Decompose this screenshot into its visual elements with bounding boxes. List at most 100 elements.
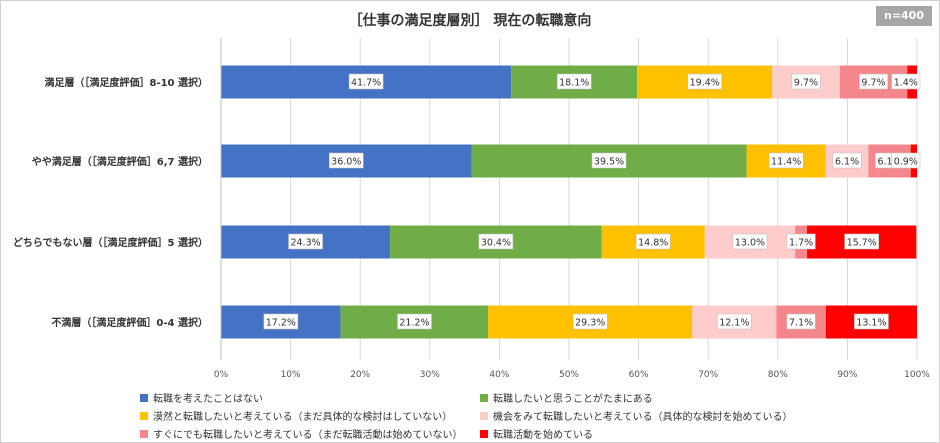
legend-label: 転職を考えたことはない	[153, 394, 263, 405]
legend-swatch	[480, 411, 488, 420]
legend-swatch	[140, 411, 148, 420]
x-tick-label: 30%	[420, 370, 440, 380]
category-label: 不満層（［満足度評価］0-4 選択）	[51, 316, 208, 329]
data-label: 19.4%	[687, 73, 723, 90]
data-label-text: 6.1%	[835, 157, 859, 168]
data-label-text: 15.7%	[847, 238, 877, 249]
data-label-box	[786, 233, 816, 250]
legend-item: 機会をみて転職したいと考えている（具体的な検討を始めている）	[480, 408, 820, 423]
data-label: 29.3%	[572, 313, 608, 330]
data-label: 1.7%	[786, 233, 816, 250]
data-label: 13.1%	[854, 313, 889, 330]
data-label-text: 1.7%	[789, 238, 813, 249]
data-label: 12.1%	[716, 313, 752, 330]
data-label: 18.1%	[556, 73, 592, 90]
data-label-text: 21.2%	[399, 318, 429, 329]
legend-swatch	[140, 393, 148, 402]
data-label-box	[858, 73, 888, 90]
data-label: 9.7%	[858, 73, 888, 90]
data-label-text: 9.7%	[861, 78, 885, 89]
data-label: 14.8%	[635, 233, 671, 250]
data-label: 30.4%	[478, 233, 514, 250]
data-label-box	[891, 152, 921, 169]
data-label: 41.7%	[348, 73, 384, 90]
legend-item: すぐにでも転職したいと考えている（まだ転職活動は始めていない）	[140, 426, 480, 441]
data-label-text: 13.0%	[735, 238, 765, 249]
x-tick-label: 100%	[904, 370, 930, 380]
data-label: 11.4%	[768, 152, 804, 169]
data-label-text: 9.7%	[794, 78, 818, 89]
data-label-box	[397, 313, 432, 330]
data-label-text: 1.4%	[894, 78, 918, 89]
data-label-text: 41.7%	[351, 78, 381, 89]
category-label: やや満足層（［満足度評価］6,7 選択）	[32, 155, 208, 168]
x-tick-label: 0%	[214, 370, 229, 380]
x-tick-label: 20%	[350, 370, 370, 380]
data-label-text: 13.1%	[856, 318, 886, 329]
x-tick-label: 10%	[281, 370, 301, 380]
data-label-text: 36.0%	[331, 157, 361, 168]
data-label-text: 18.1%	[559, 78, 589, 89]
data-label-text: 12.1%	[719, 318, 749, 329]
data-label-text: 17.2%	[266, 318, 296, 329]
data-label-text: 30.4%	[481, 238, 511, 249]
data-label-box	[572, 313, 608, 330]
data-label-box	[768, 152, 804, 169]
data-label-text: 11.4%	[771, 157, 801, 168]
chart-legend: 転職を考えたことはない 転職したいと思うことがたまにある漠然と転職したいと考えてい…	[140, 390, 820, 441]
data-label-text: 6.1%	[877, 157, 901, 168]
data-label-box	[687, 73, 723, 90]
x-tick-label: 40%	[489, 370, 509, 380]
data-label-box	[478, 233, 514, 250]
data-label-box	[891, 73, 921, 90]
category-label: 満足層（［満足度評価］8-10 選択）	[44, 76, 208, 89]
data-label-text: 29.3%	[575, 318, 605, 329]
data-label-text: 0.9%	[894, 157, 918, 168]
legend-swatch	[140, 429, 148, 438]
data-label-box	[832, 152, 862, 169]
data-label-text: 7.1%	[789, 318, 813, 329]
data-label: 39.5%	[591, 152, 627, 169]
data-label: 1.4%	[891, 73, 921, 90]
data-label-box	[716, 313, 752, 330]
chart-title: ［仕事の満足度層別］ 現在の転職意向	[348, 13, 592, 29]
data-label: 21.2%	[397, 313, 432, 330]
data-label: 13.0%	[732, 233, 768, 250]
data-label-box	[263, 313, 299, 330]
data-label: 24.3%	[288, 233, 323, 250]
data-label: 17.2%	[263, 313, 299, 330]
data-label: 7.1%	[786, 313, 816, 330]
legend-label: 転職したいと思うことがたまにある	[493, 394, 653, 405]
legend-item: 転職を考えたことはない	[140, 390, 480, 405]
legend-label: すぐにでも転職したいと考えている（まだ転職活動は始めていない）	[153, 430, 463, 441]
legend-label: 転職活動を始めている	[493, 430, 593, 441]
data-label-box	[556, 73, 592, 90]
data-label-box	[786, 313, 816, 330]
legend-swatch	[480, 393, 488, 402]
legend-item: 漠然と転職したいと考えている（まだ具体的な検討はしていない）	[140, 408, 480, 423]
data-label-box	[635, 233, 671, 250]
data-label: 0.9%	[891, 152, 921, 169]
x-tick-label: 90%	[837, 370, 857, 380]
x-tick-label: 60%	[629, 370, 649, 380]
x-tick-label: 80%	[768, 370, 788, 380]
data-label-box	[348, 73, 384, 90]
data-label-box	[791, 73, 821, 90]
legend-item: 転職したいと思うことがたまにある	[480, 390, 820, 405]
data-label-text: 19.4%	[690, 78, 720, 89]
sample-size-badge: n=400	[875, 6, 932, 26]
data-label-box	[844, 233, 879, 250]
data-label-text: 24.3%	[290, 238, 320, 249]
data-label: 36.0%	[328, 152, 364, 169]
data-label-box	[854, 313, 889, 330]
data-label-box	[328, 152, 364, 169]
legend-label: 漠然と転職したいと考えている（まだ具体的な検討はしていない）	[153, 412, 453, 423]
legend-swatch	[480, 429, 488, 438]
legend-label: 機会をみて転職したいと考えている（具体的な検討を始めている）	[493, 412, 793, 423]
data-label-box	[591, 152, 627, 169]
data-label: 9.7%	[791, 73, 821, 90]
data-label-box	[288, 233, 323, 250]
legend-item: 転職活動を始めている	[480, 426, 820, 441]
data-label-text: 14.8%	[638, 238, 668, 249]
